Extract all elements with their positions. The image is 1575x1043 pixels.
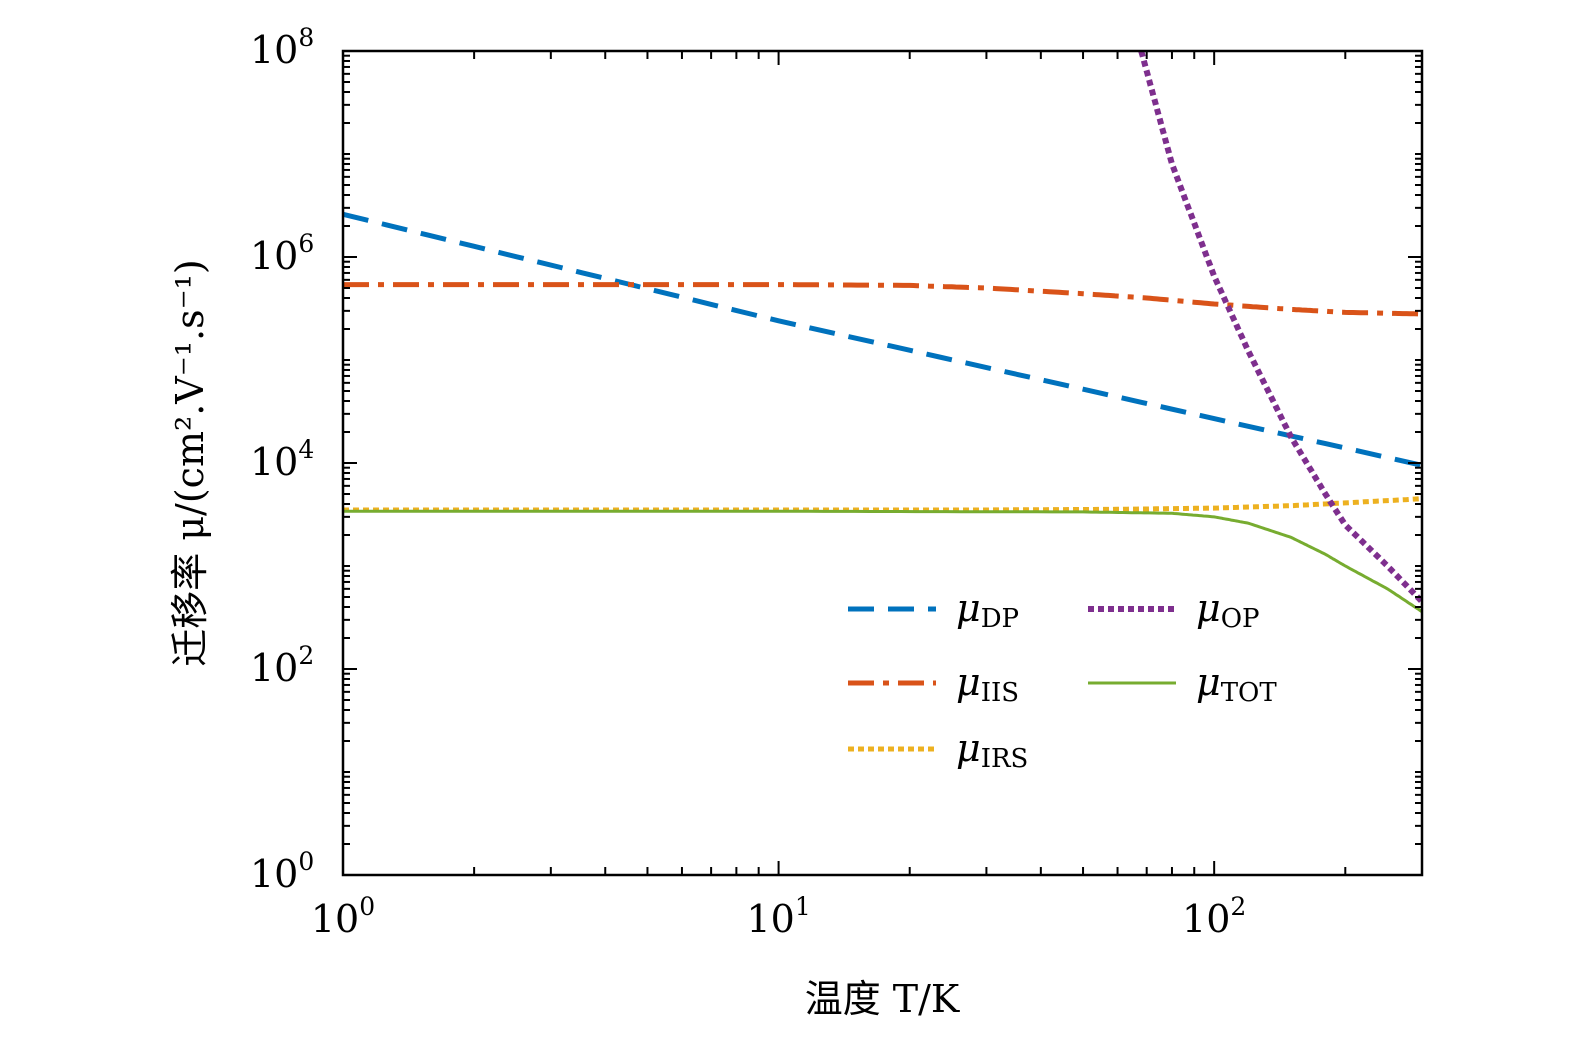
legend-symbol: μ — [956, 660, 981, 704]
plot-area — [343, 51, 1422, 875]
y-tick-base: 10 — [250, 234, 298, 278]
y-tick-exp: 6 — [298, 229, 314, 258]
y-axis-label: 迁移率 μ/(cm².V⁻¹.s⁻¹) — [168, 259, 212, 666]
y-tick-base: 10 — [250, 852, 298, 896]
x-tick-label-0: 100 — [311, 892, 375, 941]
x-tick-base: 10 — [746, 897, 794, 941]
legend-label-iis: μIIS — [956, 660, 1019, 708]
legend-subscript: TOT — [1221, 678, 1278, 708]
y-tick-exp: 0 — [298, 847, 314, 876]
y-tick-label-4: 108 — [250, 23, 314, 72]
legend-subscript: DP — [981, 604, 1019, 634]
y-tick-base: 10 — [250, 28, 298, 72]
x-tick-exp: 1 — [795, 892, 811, 921]
series-line-dp — [343, 211, 1422, 468]
x-tick-base: 10 — [1182, 897, 1230, 941]
legend-symbol: μ — [956, 586, 981, 630]
series-line-tot — [343, 509, 1422, 613]
series-line-op — [1138, 51, 1422, 604]
x-tick-exp: 0 — [359, 892, 375, 921]
y-tick-exp: 2 — [298, 641, 314, 670]
y-tick-base: 10 — [250, 440, 298, 484]
legend-symbol: μ — [956, 726, 981, 770]
legend-subscript: IRS — [981, 744, 1029, 774]
series-line-iis — [343, 282, 1422, 317]
x-tick-base: 10 — [311, 897, 359, 941]
legend-label-op: μOP — [1196, 586, 1260, 634]
legend-subscript: IIS — [981, 678, 1019, 708]
x-tick-labels: 100 101 102 — [311, 892, 1246, 941]
y-tick-label-3: 106 — [250, 229, 314, 278]
legend-label-dp: μDP — [956, 586, 1019, 634]
y-tick-exp: 4 — [298, 435, 314, 464]
plot-frame — [341, 49, 1424, 877]
y-tick-label-0: 100 — [250, 847, 314, 896]
y-tick-base: 10 — [250, 646, 298, 690]
y-tick-label-2: 104 — [250, 435, 314, 484]
y-tick-exp: 8 — [298, 23, 314, 52]
x-tick-label-2: 102 — [1182, 892, 1246, 941]
legend-symbol: μ — [1196, 660, 1221, 704]
legend-label-tot: μTOT — [1196, 660, 1277, 708]
legend-subscript: OP — [1221, 604, 1260, 634]
x-tick-label-1: 101 — [746, 892, 810, 941]
legend-label-irs: μIRS — [956, 726, 1028, 774]
legend-symbol: μ — [1196, 586, 1221, 630]
y-tick-label-1: 102 — [250, 641, 314, 690]
x-axis-label: 温度 T/K — [805, 977, 960, 1021]
series-layer — [343, 51, 1422, 613]
x-tick-exp: 2 — [1230, 892, 1246, 921]
